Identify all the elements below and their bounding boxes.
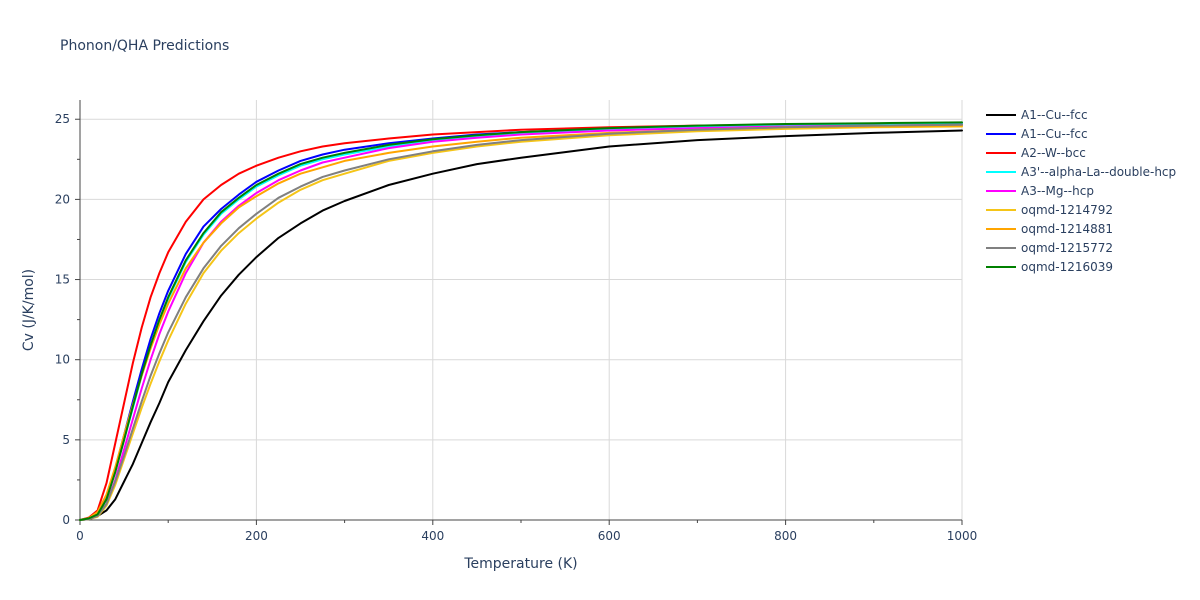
x-tick-label: 400 [421, 529, 444, 543]
legend-item[interactable]: oqmd-1214881 [986, 222, 1113, 236]
series-line [79, 122, 963, 521]
y-tick-label: 20 [55, 192, 70, 206]
x-tick-label: 800 [774, 529, 797, 543]
legend-label: A3'--alpha-La--double-hcp [1021, 165, 1176, 179]
x-axis-title: Temperature (K) [463, 556, 577, 572]
series-line [79, 121, 963, 521]
legend-item[interactable]: oqmd-1214792 [986, 203, 1113, 217]
axes: 0 200 400 600 800 1000 0 5 10 15 20 25 [55, 100, 978, 543]
legend: A1--Cu--fcc A1--Cu--fcc A2--W--bcc A3'--alp… [986, 108, 1176, 274]
legend-item[interactable]: A1--Cu--fcc [986, 127, 1088, 141]
legend-item[interactable]: oqmd-1215772 [986, 241, 1113, 255]
series-line [79, 124, 963, 521]
legend-item[interactable]: oqmd-1216039 [986, 260, 1113, 274]
y-tick-label: 0 [62, 513, 70, 527]
chart-title: Phonon/QHA Predictions [60, 38, 229, 54]
x-tick-label: 0 [76, 529, 84, 543]
y-axis-title: Cv (J/K/mol) [21, 269, 37, 351]
legend-item[interactable]: A2--W--bcc [986, 146, 1086, 160]
plot-area [79, 121, 963, 521]
legend-item[interactable]: A3'--alpha-La--double-hcp [986, 165, 1176, 179]
legend-label: oqmd-1216039 [1021, 260, 1113, 274]
series-line [79, 129, 963, 521]
series-line [79, 125, 963, 521]
legend-label: oqmd-1215772 [1021, 241, 1113, 255]
series-line [79, 122, 963, 521]
x-tick-label: 1000 [947, 529, 978, 543]
grid [80, 100, 963, 520]
legend-label: A1--Cu--fcc [1021, 127, 1088, 141]
legend-label: A2--W--bcc [1021, 146, 1086, 160]
legend-item[interactable]: A3--Mg--hcp [986, 184, 1094, 198]
legend-label: A1--Cu--fcc [1021, 108, 1088, 122]
series-line [79, 123, 963, 521]
y-tick-label: 5 [62, 433, 70, 447]
y-tick-label: 10 [55, 353, 70, 367]
legend-item[interactable]: A1--Cu--fcc [986, 108, 1088, 122]
series-line [79, 123, 963, 521]
y-tick-label: 15 [55, 273, 70, 287]
x-tick-label: 600 [598, 529, 621, 543]
y-tick-label: 25 [55, 112, 70, 126]
legend-label: A3--Mg--hcp [1021, 184, 1094, 198]
x-tick-label: 200 [245, 529, 268, 543]
series-line [79, 122, 963, 521]
legend-label: oqmd-1214881 [1021, 222, 1113, 236]
legend-label: oqmd-1214792 [1021, 203, 1113, 217]
